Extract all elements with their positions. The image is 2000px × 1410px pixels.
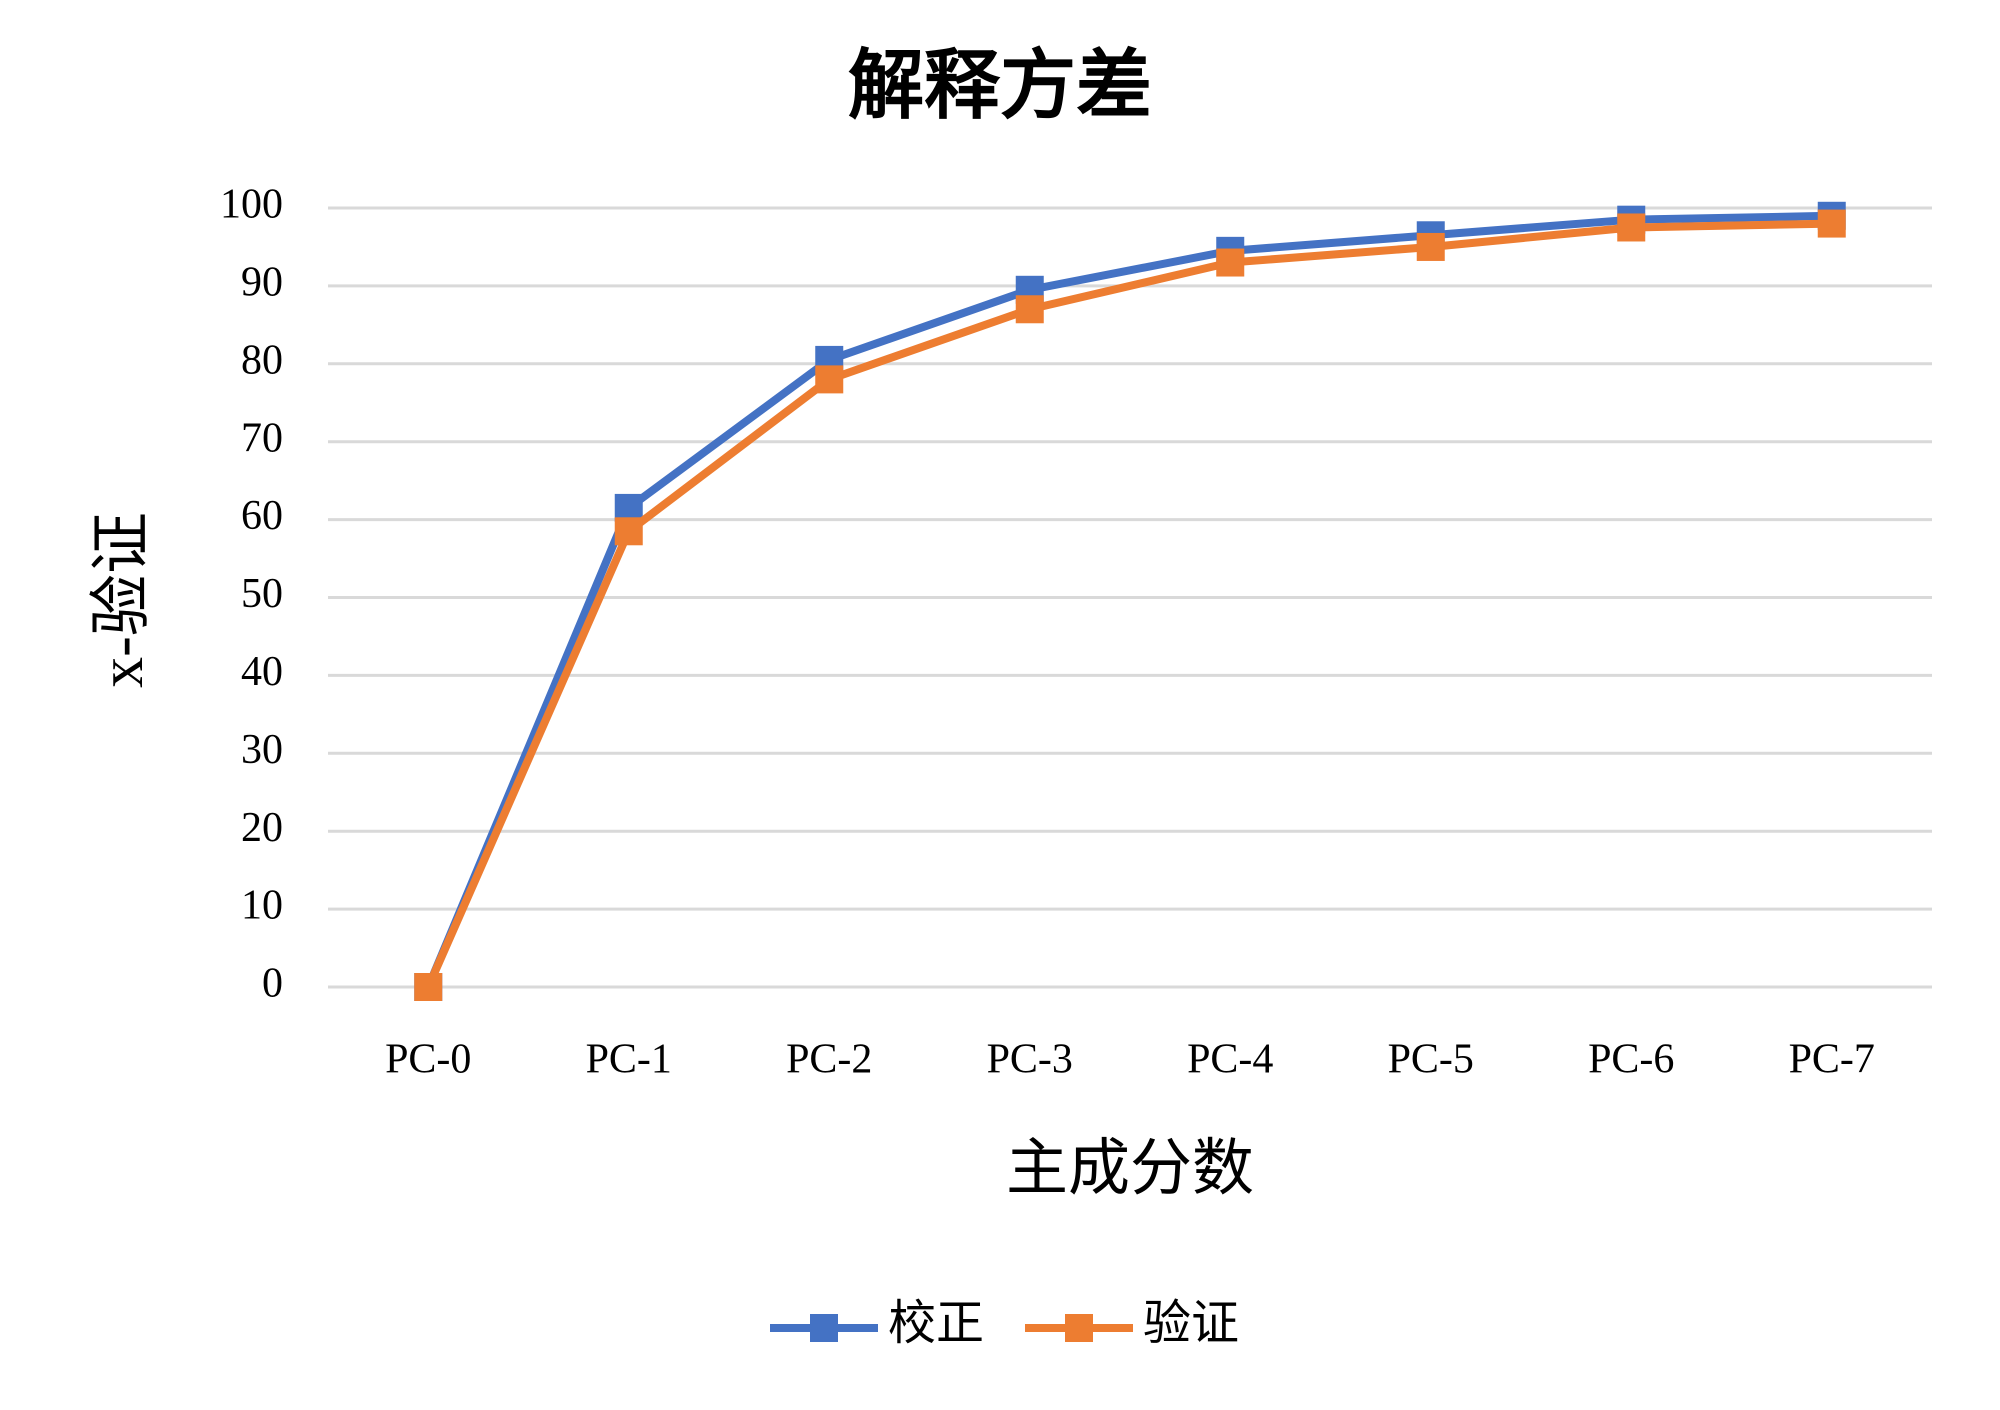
legend-label: 验证 [1143, 1297, 1239, 1350]
marker [1817, 209, 1846, 238]
series-line [424, 219, 1832, 989]
marker [815, 365, 844, 394]
y-tick-label: 80 [241, 337, 283, 383]
series-line [424, 211, 1832, 989]
y-tick-label: 60 [241, 493, 283, 539]
x-axis-label: 主成分数 [1006, 1135, 1254, 1203]
x-tick-label: PC-1 [586, 1037, 672, 1083]
y-axis-label: x-验证 [88, 512, 156, 688]
x-tick-label: PC-2 [786, 1037, 872, 1083]
legend-marker [1065, 1314, 1093, 1342]
x-tick-label: PC-4 [1187, 1037, 1273, 1083]
x-tick-label: PC-5 [1388, 1037, 1474, 1083]
marker [614, 517, 643, 546]
x-tick-label: PC-0 [385, 1037, 471, 1083]
marker [1416, 232, 1445, 261]
legend-label: 校正 [888, 1297, 984, 1350]
legend-marker [810, 1314, 838, 1342]
marker [1015, 295, 1044, 324]
y-tick-label: 10 [241, 883, 283, 929]
y-tick-label: 100 [220, 182, 283, 228]
marker [414, 973, 443, 1001]
x-tick-label: PC-3 [987, 1037, 1073, 1083]
y-tick-label: 90 [241, 260, 283, 306]
y-tick-label: 70 [241, 415, 283, 461]
y-tick-label: 0 [262, 961, 283, 1007]
y-tick-label: 40 [241, 649, 283, 695]
x-tick-label: PC-6 [1588, 1037, 1674, 1083]
y-tick-label: 30 [241, 727, 283, 773]
x-tick-label: PC-7 [1789, 1037, 1875, 1083]
y-tick-label: 50 [241, 571, 283, 617]
marker [1617, 213, 1646, 242]
marker [614, 493, 643, 522]
marker [1216, 248, 1245, 277]
chart-title: 解释方差 [848, 44, 1152, 128]
y-tick-label: 20 [241, 805, 283, 851]
